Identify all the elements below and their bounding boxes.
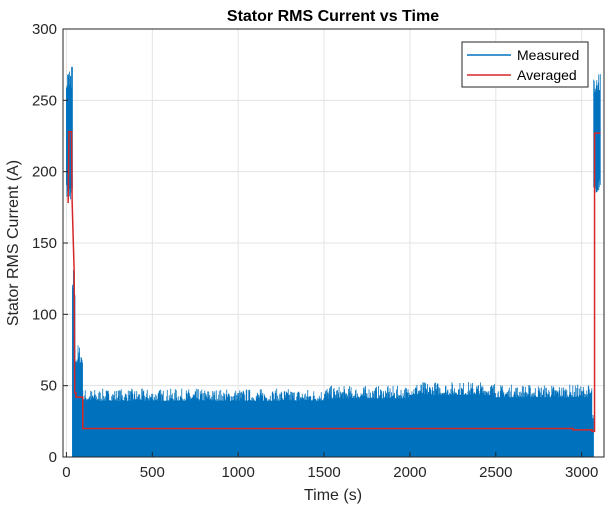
y-tick-label: 0 — [49, 449, 57, 466]
series-measured-band — [495, 384, 593, 457]
x-tick-label: 0 — [62, 464, 70, 481]
y-tick-label: 150 — [32, 235, 57, 252]
legend-label-measured: Measured — [517, 47, 579, 63]
x-tick-label: 3000 — [565, 464, 598, 481]
series-measured-band — [74, 345, 83, 457]
x-tick-label: 1500 — [307, 464, 340, 481]
series-measured-band — [591, 415, 594, 457]
y-tick-label: 200 — [32, 164, 57, 181]
series-averaged-line — [67, 130, 601, 433]
chart-title: Stator RMS Current vs Time — [227, 8, 439, 25]
series-measured-band — [409, 382, 496, 457]
x-tick-label: 1000 — [221, 464, 254, 481]
y-axis-label: Stator RMS Current (A) — [5, 160, 22, 326]
y-tick-label: 300 — [32, 21, 57, 38]
y-tick-label: 100 — [32, 306, 57, 323]
x-tick-label: 500 — [140, 464, 165, 481]
y-tick-label: 50 — [40, 378, 57, 395]
ticks: 0 500 1000 1500 2000 2500 3000 0 50 100 150 200 250 3… — [32, 21, 598, 481]
x-axis-label: Time (s) — [304, 487, 362, 504]
legend-box — [461, 41, 589, 88]
legend-label-averaged: Averaged — [517, 67, 577, 83]
legend: Measured Averaged — [461, 41, 589, 88]
x-tick-label: 2500 — [479, 464, 512, 481]
y-tick-label: 250 — [32, 92, 57, 109]
x-tick-label: 2000 — [393, 464, 426, 481]
series-measured-band — [323, 385, 410, 457]
data-layer — [66, 66, 601, 457]
